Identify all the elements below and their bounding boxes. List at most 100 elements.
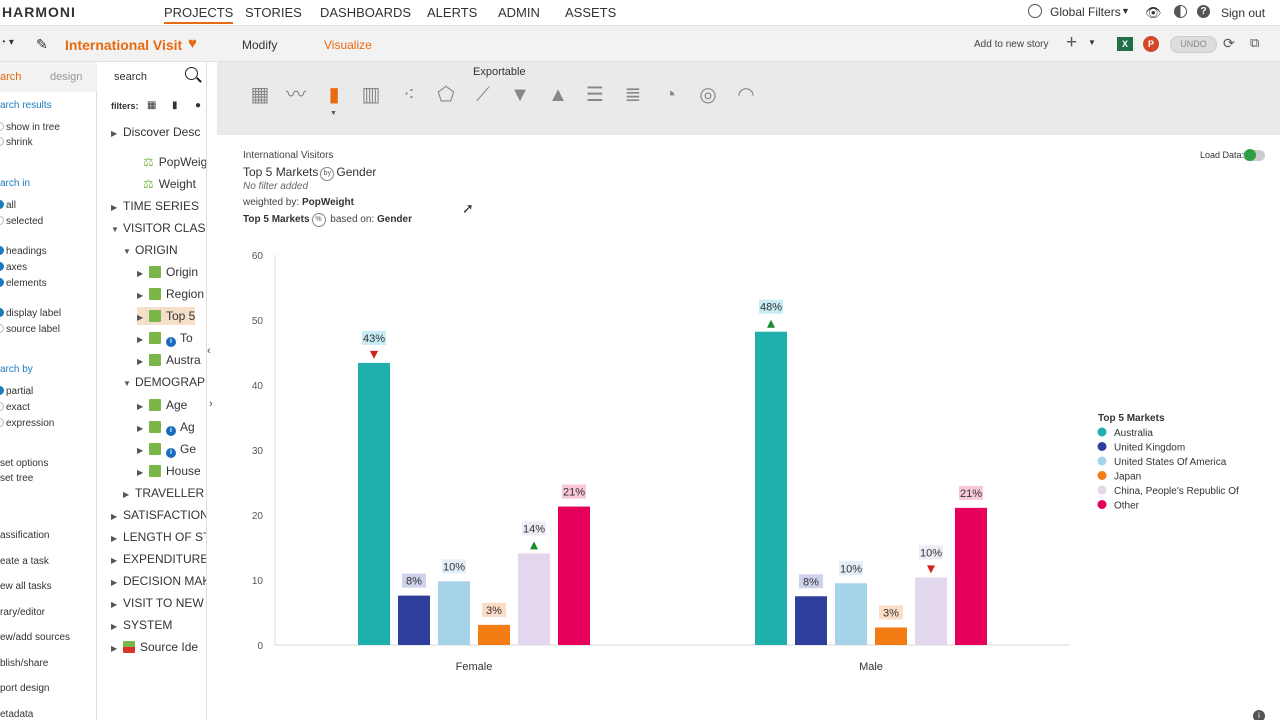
search-option-item[interactable]: ew/add sources — [0, 632, 70, 643]
caret-right-icon[interactable]: ▶ — [111, 644, 118, 653]
tree-item[interactable]: ▶ Age — [137, 396, 187, 414]
caret-down-icon[interactable]: ▼ — [111, 225, 119, 234]
donut-icon[interactable]: ◎ — [699, 84, 717, 106]
tree-item[interactable]: ⚖ Weight — [131, 175, 196, 193]
heart-icon[interactable]: ♥ — [188, 35, 197, 52]
radio-icon[interactable] — [0, 418, 4, 427]
nav-admin[interactable]: ADMIN — [498, 5, 540, 20]
caret-right-icon[interactable]: ▶ — [111, 556, 118, 565]
tree-item[interactable]: ▼ VISITOR CLASS — [111, 219, 206, 237]
eye-icon[interactable]: 👁 — [1145, 5, 1162, 20]
load-data-toggle[interactable] — [1243, 149, 1265, 161]
search-option-item[interactable]: partial — [0, 386, 33, 397]
search-option-item[interactable]: blish/share — [0, 658, 48, 669]
caret-right-icon[interactable]: ▶ — [111, 512, 118, 521]
caret-right-icon[interactable]: ▶ — [137, 424, 144, 433]
chevron-down-icon[interactable]: ▼ — [330, 110, 337, 117]
search-icon[interactable] — [185, 67, 198, 80]
nav-assets[interactable]: ASSETS — [565, 5, 617, 20]
search-option-item[interactable]: assification — [0, 530, 49, 541]
tree-item[interactable]: ⚖ PopWeight — [131, 153, 206, 171]
stacked-bar-icon[interactable]: ≣ — [624, 84, 642, 106]
trend-icon[interactable]: ⟋ — [476, 84, 490, 106]
radio-icon[interactable] — [0, 402, 4, 411]
radar-icon[interactable]: ⬠ — [437, 84, 455, 106]
tab-design[interactable]: design — [50, 71, 83, 83]
tree-item[interactable]: ▶ Top 5 — [137, 307, 196, 325]
radio-icon[interactable] — [0, 200, 4, 209]
caret-down-icon[interactable]: ▼ — [123, 247, 131, 256]
chevron-right-icon[interactable]: › — [209, 398, 213, 410]
search-option-item[interactable]: rary/editor — [0, 607, 45, 618]
tree-item[interactable]: ▶ House — [137, 462, 201, 480]
search-option-item[interactable]: set options — [0, 458, 48, 469]
tree-item[interactable]: ▶ VISIT TO NEW Z — [111, 594, 206, 612]
radio-icon[interactable] — [0, 324, 4, 333]
logo[interactable]: HARMONI — [2, 4, 76, 20]
search-option-item[interactable]: ew all tasks — [0, 581, 52, 592]
tree-item[interactable]: ▶ i Ag — [137, 418, 195, 436]
tree-item[interactable]: ▶ Austra — [137, 351, 201, 369]
info-icon[interactable]: i — [166, 426, 176, 436]
tree-item[interactable]: ▶ TIME SERIES — [111, 197, 199, 215]
refresh-icon[interactable]: ⟳ — [1223, 35, 1235, 51]
plus-icon[interactable]: + — [1066, 32, 1078, 53]
caret-right-icon[interactable]: ▶ — [137, 357, 144, 366]
radio-icon[interactable] — [0, 137, 4, 146]
caret-right-icon[interactable]: ▶ — [111, 578, 118, 587]
caret-right-icon[interactable]: ▶ — [137, 291, 144, 300]
radio-icon[interactable] — [0, 308, 4, 317]
caret-right-icon[interactable]: ▶ — [137, 446, 144, 455]
caret-down-icon[interactable]: ▼ — [123, 379, 131, 388]
search-option-item[interactable]: set tree — [0, 473, 33, 484]
funnel-icon[interactable]: ▼ — [510, 84, 530, 106]
caret-right-icon[interactable]: ▶ — [137, 313, 144, 322]
nav-stories[interactable]: STORIES — [245, 5, 302, 20]
tree-item[interactable]: ▶ SATISFACTION — [111, 506, 206, 524]
pin-filter-icon[interactable]: ● — [195, 100, 202, 111]
chevron-down-icon[interactable]: ▼ — [1121, 6, 1130, 16]
search-option-item[interactable]: arch results — [0, 100, 52, 111]
tab-visualize[interactable]: Visualize — [324, 38, 372, 52]
horizontal-bar-icon[interactable]: ☰ — [586, 84, 604, 106]
caret-right-icon[interactable]: ▶ — [137, 335, 144, 344]
bar-filter-icon[interactable]: ▮ — [172, 100, 178, 111]
tree-item[interactable]: ▶ Region — [137, 285, 204, 303]
tree-item[interactable]: ▶ Origin — [137, 263, 198, 281]
caret-right-icon[interactable]: ▶ — [111, 600, 118, 609]
search-option-item[interactable]: all — [0, 200, 16, 211]
caret-right-icon[interactable]: ▶ — [111, 129, 118, 138]
pie-icon[interactable]: ◔ — [663, 84, 677, 106]
chevron-left-icon[interactable]: ‹ — [207, 345, 211, 357]
info-icon[interactable]: i — [166, 448, 176, 458]
search-option-item[interactable]: expression — [0, 418, 54, 429]
caret-right-icon[interactable]: ▶ — [137, 468, 144, 477]
tree-search-input[interactable]: search — [114, 71, 148, 83]
nav-dashboards[interactable]: DASHBOARDS — [320, 5, 412, 20]
powerpoint-export-icon[interactable]: P — [1143, 36, 1159, 52]
radio-icon[interactable] — [0, 386, 4, 395]
info-icon[interactable]: i — [166, 337, 176, 347]
pencil-icon[interactable]: ✎ — [36, 36, 48, 52]
caret-right-icon[interactable]: ▶ — [111, 534, 118, 543]
search-option-item[interactable]: arch by — [0, 364, 33, 375]
tree-item[interactable]: ▶ Source Ide — [111, 638, 198, 656]
tree-item[interactable]: ▶ i To — [137, 329, 193, 347]
tree-item[interactable]: ▶ SYSTEM — [111, 616, 172, 634]
tree-item[interactable]: ▶ LENGTH OF STA — [111, 528, 206, 546]
tree-item[interactable]: ▼ ORIGIN — [123, 241, 178, 259]
global-filters-button[interactable]: Global Filters — [1050, 5, 1121, 19]
caret-right-icon[interactable]: ▶ — [137, 402, 144, 411]
tree-item[interactable]: ▶ TRAVELLER T — [123, 484, 206, 502]
radio-icon[interactable] — [0, 262, 4, 271]
radio-icon[interactable] — [0, 216, 4, 225]
search-option-item[interactable]: display label — [0, 308, 61, 319]
search-option-item[interactable]: exact — [0, 402, 30, 413]
help-icon[interactable]: ? — [1197, 5, 1210, 18]
caret-right-icon[interactable]: ▶ — [111, 622, 118, 631]
tab-modify[interactable]: Modify — [242, 38, 278, 52]
nav-projects[interactable]: PROJECTS — [164, 5, 234, 24]
search-option-item[interactable]: source label — [0, 324, 60, 335]
search-option-item[interactable]: axes — [0, 262, 27, 273]
caret-right-icon[interactable]: ▶ — [123, 490, 130, 499]
